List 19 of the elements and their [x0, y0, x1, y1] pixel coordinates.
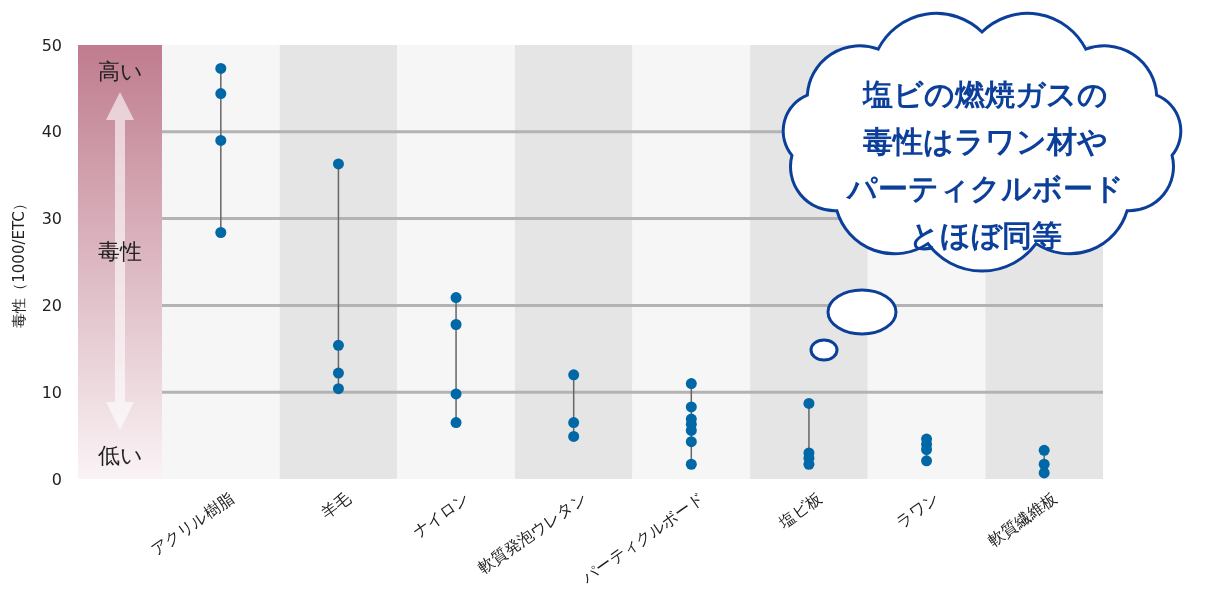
- text: 低い: [97, 443, 143, 468]
- x-tick-label: 軟質繊維板: [984, 488, 1061, 551]
- y-tick-label: 50: [41, 35, 62, 55]
- y-tick-label: 20: [41, 296, 62, 315]
- y-tick-label: 40: [41, 122, 62, 142]
- y-axis-title: 毒性（1000/ETC）: [10, 196, 28, 328]
- x-tick-label: 羊毛: [317, 488, 355, 523]
- text: 高い: [97, 59, 143, 84]
- x-tick-label: 塩ビ板: [774, 488, 826, 533]
- y-tick-label: 10: [41, 382, 62, 402]
- x-tick-label: ラワン: [892, 488, 943, 532]
- annotation: 塩ビの燃焼ガスの: [861, 77, 1108, 112]
- annotation: パーティクルボード: [844, 171, 1124, 206]
- x-tick-label: アクリル樹脂: [147, 488, 238, 560]
- annotation: 毒性はラワン材や: [862, 124, 1108, 159]
- y-tick-label: 30: [41, 209, 62, 229]
- y-tick-label: 0: [51, 469, 62, 489]
- text: 毒性: [98, 239, 142, 264]
- x-tick-label: ナイロン: [409, 488, 473, 541]
